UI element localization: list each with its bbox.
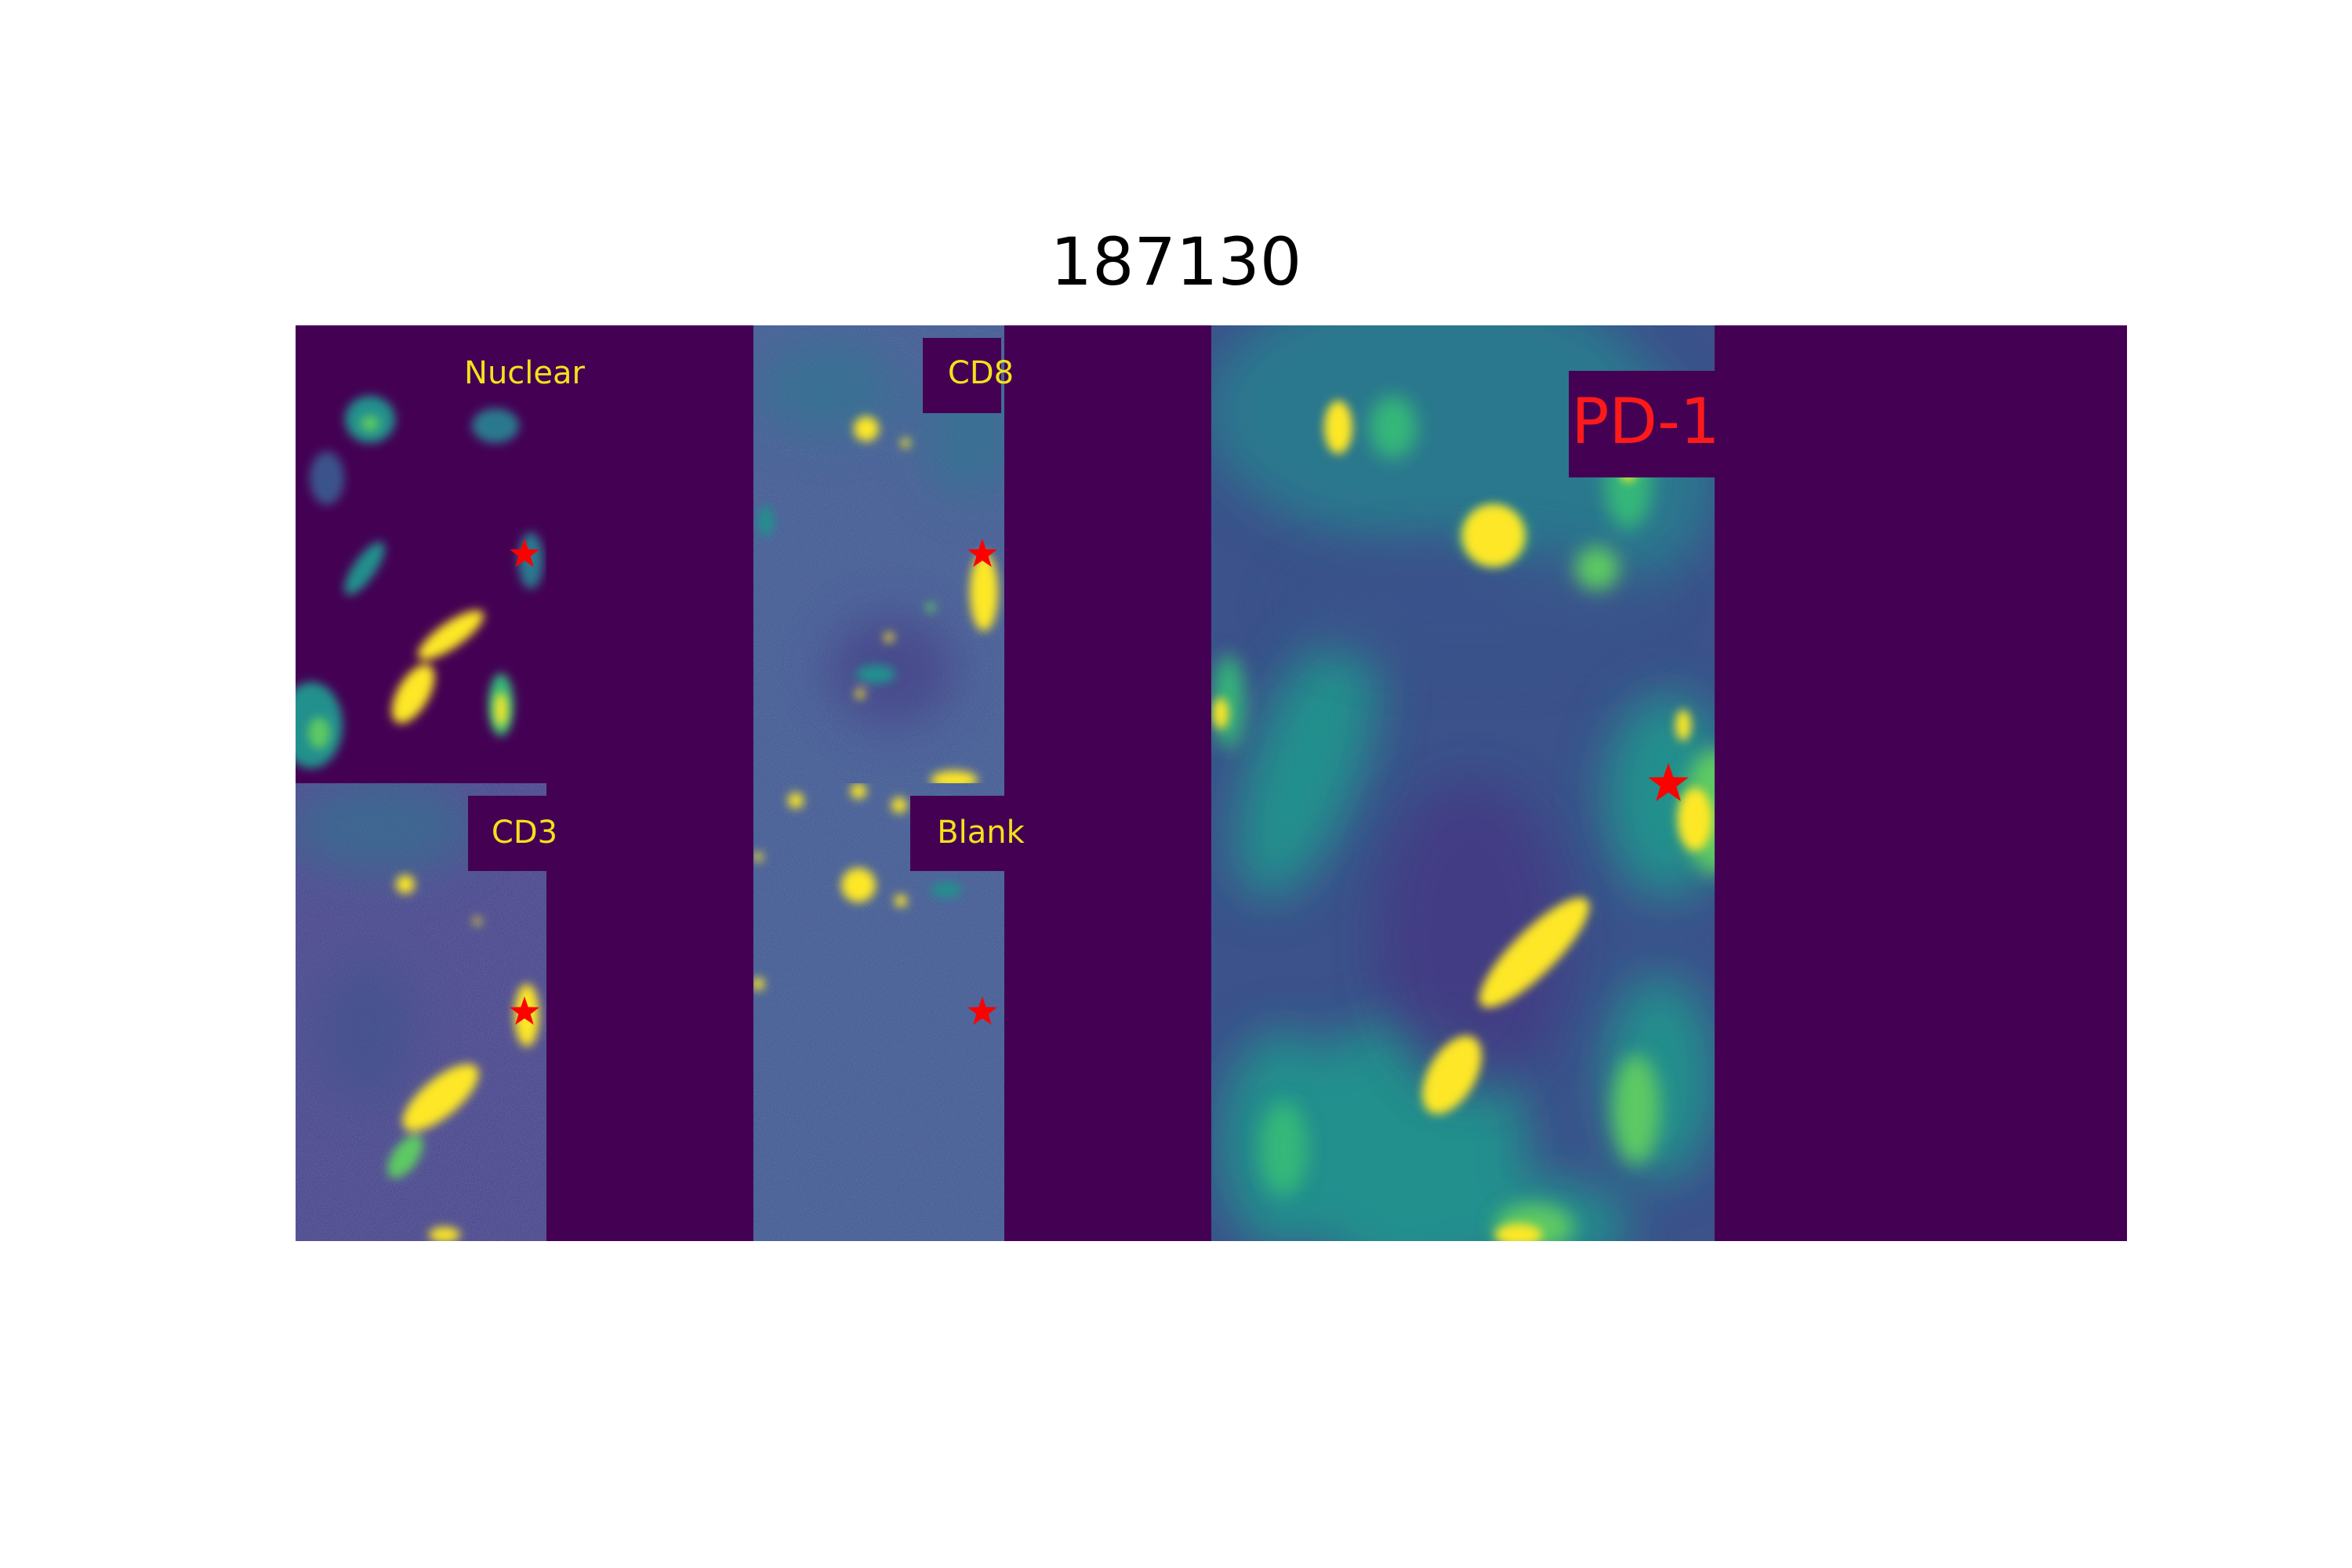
label-nuclear-group: Nuclear <box>464 355 586 391</box>
panel-label-backdrop-cd8 <box>923 338 1001 413</box>
label-cd3-group: CD3 <box>468 796 557 871</box>
panel-nuclear <box>296 325 546 783</box>
label-pd1-group: PD-1 <box>1569 371 1722 477</box>
label-cd8-group: CD8 <box>923 338 1014 413</box>
panel-label-pd1: PD-1 <box>1571 385 1720 458</box>
panel-label-nuclear: Nuclear <box>464 355 586 391</box>
figure-title: 187130 <box>1050 223 1302 300</box>
panel-pd1 <box>1211 325 1715 1241</box>
label-blank-group: Blank <box>910 796 1025 871</box>
panel-label-backdrop-pd1 <box>1569 371 1722 477</box>
panel-label-backdrop-blank <box>910 796 1004 871</box>
panel-label-cd3: CD3 <box>492 815 557 851</box>
image-mosaic: Nuclear CD8 CD3 Blank PD-1 <box>296 325 2127 1241</box>
panel-label-backdrop-cd3 <box>468 796 546 871</box>
panel-label-blank: Blank <box>937 815 1025 851</box>
panel-label-cd8: CD8 <box>948 355 1014 391</box>
